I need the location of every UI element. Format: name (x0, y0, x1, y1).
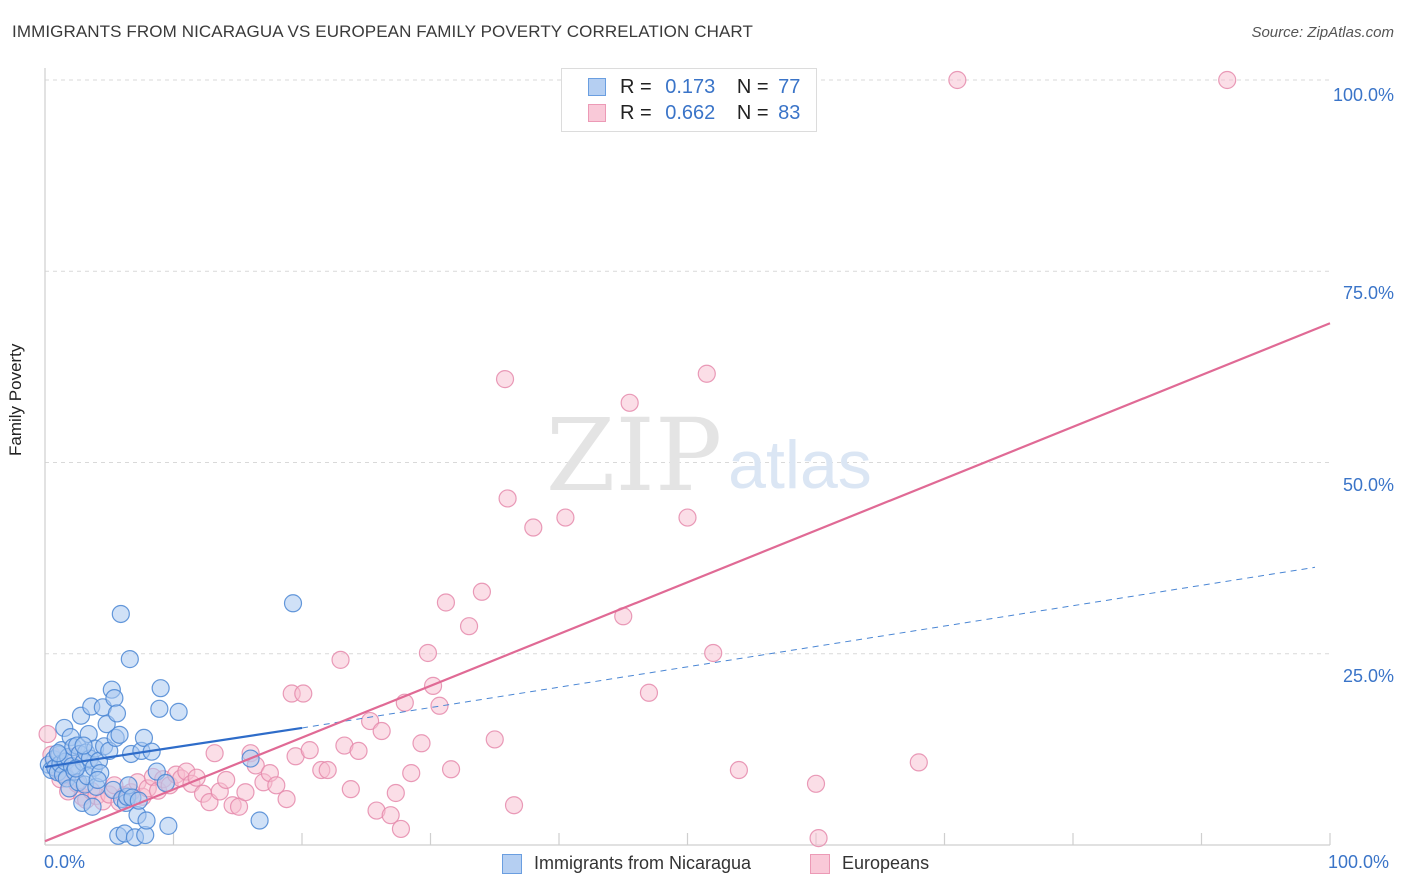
nicaragua-point (83, 797, 102, 816)
europeans-point (418, 643, 438, 663)
europeans-point (697, 364, 716, 383)
nicaragua-point (151, 679, 170, 698)
grid-lines (45, 79, 1330, 655)
nicaragua-point (48, 744, 67, 763)
y-tick-label-75: 75.0% (1342, 283, 1394, 304)
nicaragua-point (107, 704, 127, 723)
europeans-point (361, 711, 380, 731)
europeans-point (300, 741, 319, 760)
europeans-point (678, 508, 697, 527)
watermark: ZIP atlas (546, 397, 872, 514)
nicaragua-point (74, 736, 93, 755)
r-label: R = (620, 76, 652, 98)
y-axis-label: Family Poverty (6, 343, 25, 456)
europeans-point (217, 770, 236, 790)
europeans-point (524, 518, 543, 537)
axes (44, 68, 1331, 846)
europeans-point (504, 796, 524, 815)
europeans-point (372, 721, 391, 741)
europeans-point (495, 370, 515, 389)
nicaragua-point (137, 811, 156, 830)
europeans-point (391, 819, 411, 839)
europeans-point (498, 489, 517, 508)
chart-title: IMMIGRANTS FROM NICARAGUA VS EUROPEAN FA… (12, 22, 753, 41)
nicaragua-point (120, 650, 139, 669)
n-value: 77 (778, 76, 801, 98)
europeans-point (331, 650, 350, 669)
europeans-point (267, 776, 286, 795)
europeans-point (809, 829, 828, 848)
europeans-point (430, 696, 449, 715)
europeans-point (402, 763, 421, 783)
europeans-point (412, 734, 431, 753)
y-tick-label-50: 50.0% (1342, 474, 1394, 495)
europeans-point (909, 753, 928, 772)
n-label: N = (736, 102, 769, 124)
nicaragua-point (250, 811, 269, 830)
europeans-point (459, 617, 479, 636)
correlation-legend: R = 0.173 N = 77 R = 0.662 N = 83 (561, 68, 817, 132)
europeans-point (349, 741, 368, 761)
nicaragua-point (111, 604, 130, 624)
europeans-point (294, 684, 313, 703)
europeans-point (318, 760, 337, 780)
legend-label: Europeans (842, 853, 930, 873)
nicaragua-point (88, 770, 107, 790)
europeans-point (236, 783, 255, 802)
europeans-point (205, 744, 224, 763)
europeans-point (948, 70, 967, 90)
europeans-point (341, 780, 360, 799)
legend-swatch-blue (502, 854, 522, 874)
europeans-point (556, 508, 575, 527)
europeans-trend-line (44, 322, 1331, 843)
europeans-point (441, 760, 461, 779)
legend-swatch-pink (588, 104, 606, 122)
nicaragua-point (150, 699, 169, 718)
europeans-point (485, 730, 504, 749)
europeans-point (381, 806, 400, 825)
nicaragua-trend-line (44, 726, 303, 769)
n-label: N = (736, 76, 769, 98)
r-label: R = (620, 102, 652, 124)
watermark-zip: ZIP (546, 397, 722, 514)
r-value: 0.173 (665, 76, 716, 98)
europeans-point (277, 789, 296, 809)
europeans-point (620, 393, 639, 412)
europeans-point (704, 643, 723, 663)
r-value: 0.662 (665, 102, 716, 124)
trend-lines (44, 322, 1331, 843)
europeans-point (806, 774, 826, 793)
legend-swatch-blue (588, 78, 606, 96)
nicaragua-trend-extension (301, 566, 1316, 729)
n-value: 83 (778, 102, 801, 124)
europeans-point (639, 683, 659, 702)
europeans-point (729, 760, 749, 780)
europeans-point (1218, 70, 1237, 90)
nicaragua-point (105, 689, 124, 708)
europeans-point (38, 724, 57, 744)
nicaragua-point (159, 816, 178, 835)
chart-source: Source: ZipAtlas.com (1251, 24, 1394, 41)
legend-swatch-pink (810, 854, 830, 874)
data-points (38, 70, 1237, 848)
watermark-atlas: atlas (728, 427, 872, 503)
series-legend: Immigrants from Nicaragua Europeans (0, 852, 1406, 878)
y-tick-label-25: 25.0% (1342, 665, 1394, 686)
x-tick-label-max: 100.0% (1328, 852, 1390, 872)
y-tick-label-100: 100.0% (1332, 85, 1394, 105)
nicaragua-point (134, 728, 154, 748)
europeans-point (436, 593, 456, 612)
europeans-point (386, 783, 405, 803)
nicaragua-point (283, 594, 303, 613)
nicaragua-point (66, 759, 85, 778)
nicaragua-point (169, 702, 188, 721)
europeans-point (472, 582, 491, 601)
legend-label: Immigrants from Nicaragua (534, 853, 752, 873)
x-tick-label-min: 0.0% (44, 852, 86, 872)
nicaragua-point (110, 725, 129, 744)
